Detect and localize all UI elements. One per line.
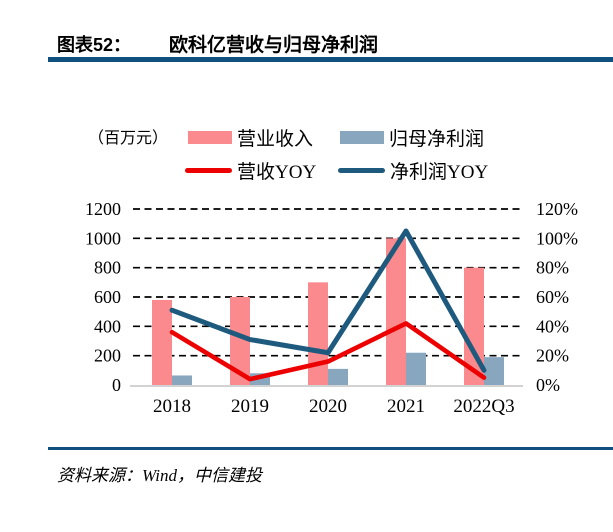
legend-swatch-net-profit-yoy xyxy=(338,168,385,173)
net-profit-bar-2018 xyxy=(172,375,192,385)
legend-swatch-revenue xyxy=(188,131,232,144)
legend-item-revenue: 营业收入 xyxy=(188,124,313,151)
revenue-bar-2018 xyxy=(152,299,172,385)
combo-chart: 1200 120% 1000 100% 800 80% 600 60% 400 40% 200 20%… xyxy=(85,199,578,417)
revenue-bar-2021 xyxy=(386,238,406,385)
net-profit-bar-2021 xyxy=(406,352,426,385)
right-axis-tick: 20% xyxy=(536,346,569,366)
figure-title-row: 图表52： 欧科亿营收与归母净利润 xyxy=(57,30,378,57)
left-axis-tick: 200 xyxy=(94,346,121,366)
revenue-bar-2020 xyxy=(308,282,328,385)
left-axis-tick: 0 xyxy=(112,375,121,395)
legend-swatch-revenue-yoy xyxy=(185,168,232,173)
left-axis-tick: 1000 xyxy=(85,228,121,248)
title-rule xyxy=(48,57,613,62)
revenue-bar-2022Q3 xyxy=(464,267,484,385)
right-axis-tick: 120% xyxy=(536,199,578,219)
left-axis-tick: 1200 xyxy=(85,199,121,219)
left-axis-tick: 800 xyxy=(94,258,121,278)
right-axis-tick: 60% xyxy=(536,287,569,307)
category-label: 2022Q3 xyxy=(453,396,514,417)
revenue-yoy-line xyxy=(169,321,487,382)
footer-rule xyxy=(48,447,613,450)
axis-unit-label: （百万元） xyxy=(88,130,169,147)
net-profit-bar-2022Q3 xyxy=(484,357,504,385)
legend-item-revenue-yoy: 营收YOY xyxy=(185,157,316,184)
legend-label-revenue: 营业收入 xyxy=(237,129,314,150)
net-profit-yoy-line xyxy=(169,228,487,373)
legend-label-net-profit-yoy: 净利润YOY xyxy=(390,162,489,183)
legend-label-revenue-yoy: 营收YOY xyxy=(237,162,317,183)
legend-item-net-profit: 归母净利润 xyxy=(340,124,484,151)
figure-title: 欧科亿营收与归母净利润 xyxy=(169,35,379,56)
figure-number: 图表52： xyxy=(57,35,132,55)
category-label: 2021 xyxy=(387,396,425,417)
net-profit-bar-2020 xyxy=(328,368,348,385)
right-axis-tick: 80% xyxy=(536,258,569,278)
source-note: 资料来源：Wind，中信建投 xyxy=(57,466,262,485)
category-label: 2019 xyxy=(231,396,269,417)
left-axis-tick: 400 xyxy=(94,316,121,336)
legend-item-net-profit-yoy: 净利润YOY xyxy=(338,157,488,184)
left-axis-tick: 600 xyxy=(94,287,121,307)
category-label: 2020 xyxy=(309,396,347,417)
right-axis-tick: 0% xyxy=(536,375,560,395)
legend-label-net-profit: 归母净利润 xyxy=(389,129,485,150)
right-axis-tick: 40% xyxy=(536,316,569,336)
right-axis-tick: 100% xyxy=(536,228,578,248)
legend-swatch-net-profit xyxy=(340,131,384,144)
category-label: 2018 xyxy=(153,396,191,417)
revenue-bar-2019 xyxy=(230,297,250,385)
